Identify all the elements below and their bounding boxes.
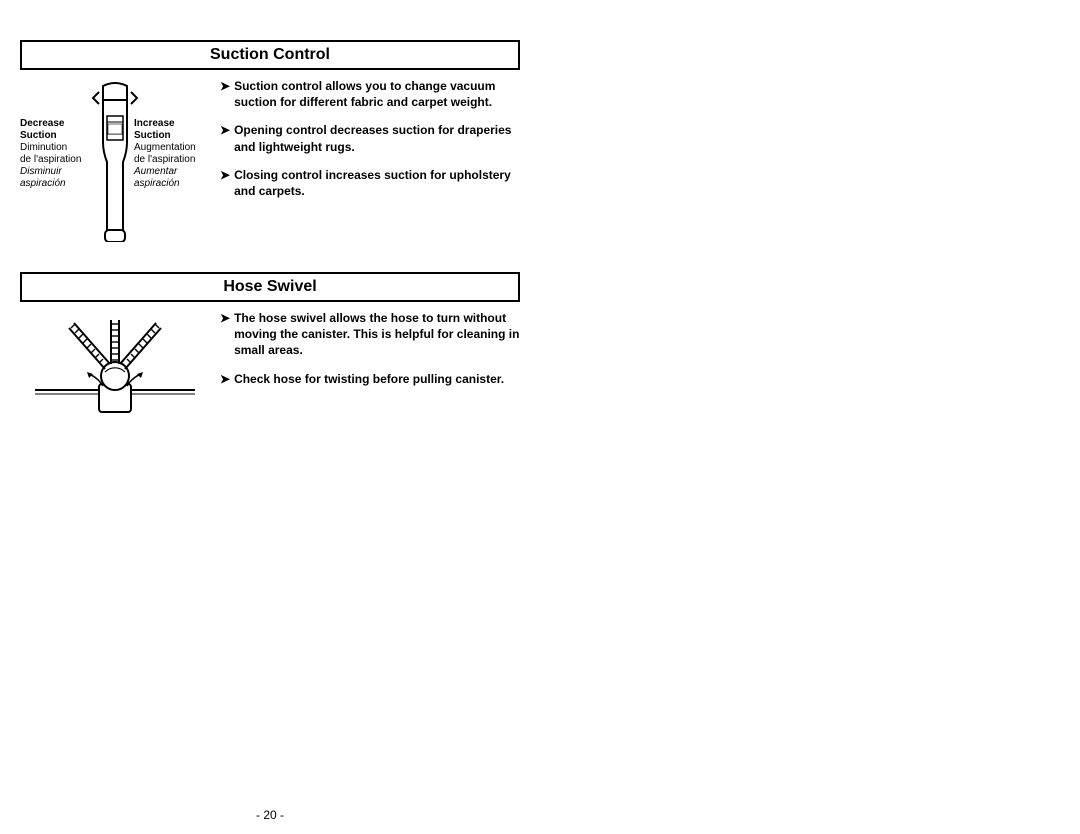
hose-swivel-body: ➤ The hose swivel allows the hose to tur… [20, 310, 520, 424]
suction-illustration: Decrease Suction Diminution de l'aspirat… [20, 82, 210, 252]
bullet-arrow-icon: ➤ [220, 167, 234, 199]
bullet-item: ➤ Check hose for twisting before pulling… [220, 371, 520, 387]
bullet-arrow-icon: ➤ [220, 310, 234, 359]
hose-swivel-header: Hose Swivel [20, 272, 520, 302]
decrease-suction-label: Decrease Suction Diminution de l'aspirat… [20, 118, 100, 190]
page-number: - 20 - [0, 808, 540, 822]
bullet-arrow-icon: ➤ [220, 371, 234, 387]
increase-suction-label: Increase Suction Augmentation de l'aspir… [134, 118, 216, 190]
section-title: Hose Swivel [223, 278, 316, 295]
bullet-item: ➤ Suction control allows you to change v… [220, 78, 520, 110]
suction-text-col: ➤ Suction control allows you to change v… [210, 78, 520, 211]
hose-swivel-icon [25, 314, 205, 424]
suction-control-header: Suction Control [20, 40, 520, 70]
bullet-item: ➤ Closing control increases suction for … [220, 167, 520, 199]
hose-illustration-col [20, 310, 210, 424]
bullet-arrow-icon: ➤ [220, 122, 234, 154]
section-title: Suction Control [210, 46, 330, 63]
suction-control-body: Decrease Suction Diminution de l'aspirat… [20, 78, 520, 252]
suction-illustration-col: Decrease Suction Diminution de l'aspirat… [20, 78, 210, 252]
bullet-item: ➤ The hose swivel allows the hose to tur… [220, 310, 520, 359]
bullet-item: ➤ Opening control decreases suction for … [220, 122, 520, 154]
hose-text-col: ➤ The hose swivel allows the hose to tur… [210, 310, 520, 399]
bullet-arrow-icon: ➤ [220, 78, 234, 110]
manual-page: Suction Control [0, 0, 540, 444]
